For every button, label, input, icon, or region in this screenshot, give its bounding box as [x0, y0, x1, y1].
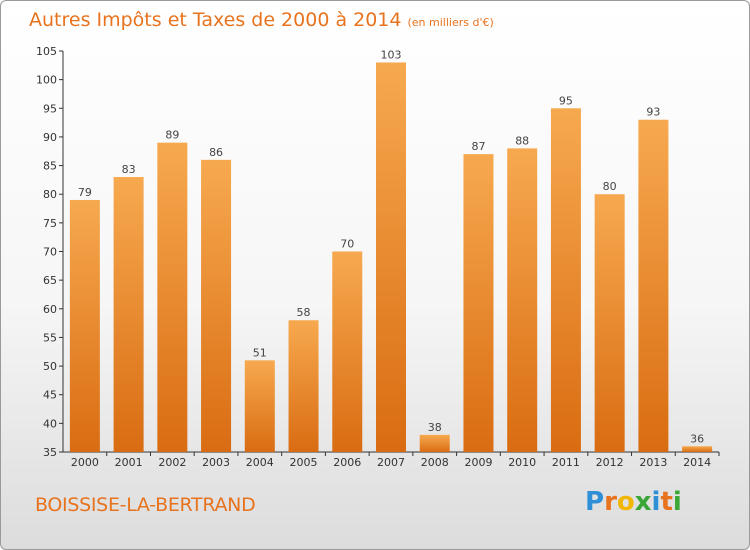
y-tick-label: 45 — [43, 389, 57, 402]
logo-letter: o — [616, 487, 635, 517]
value-label-2004: 51 — [253, 346, 267, 359]
bar-2009 — [463, 154, 494, 452]
commune-name: BOISSISE-LA-BERTRAND — [35, 494, 256, 516]
y-tick-label: 105 — [36, 45, 57, 58]
x-tick-label-2014: 2014 — [683, 456, 711, 469]
y-tick-label: 100 — [36, 74, 57, 87]
value-label-2002: 89 — [165, 129, 179, 142]
bar-2013 — [638, 119, 669, 452]
value-label-2001: 83 — [122, 163, 136, 176]
x-tick-label-2007: 2007 — [377, 456, 405, 469]
bar-2003 — [201, 159, 232, 453]
y-tick-label: 40 — [43, 417, 57, 430]
y-tick-label: 60 — [43, 303, 57, 316]
value-label-2006: 70 — [340, 238, 354, 251]
bar-2001 — [113, 177, 144, 452]
x-tick-label-2010: 2010 — [508, 456, 536, 469]
value-label-2013: 93 — [646, 106, 660, 119]
bar-2010 — [507, 148, 538, 452]
bar-2014 — [682, 446, 713, 452]
logo-letter: P — [585, 487, 605, 517]
value-label-2009: 87 — [471, 140, 485, 153]
bar-2006 — [332, 251, 363, 452]
value-label-2012: 80 — [603, 180, 617, 193]
x-tick-label-2004: 2004 — [246, 456, 274, 469]
x-tick-label-2008: 2008 — [421, 456, 449, 469]
bar-2004 — [244, 360, 275, 452]
proxiti-logo: Proxiti — [585, 487, 682, 517]
value-label-2005: 58 — [297, 306, 311, 319]
value-label-2000: 79 — [78, 186, 92, 199]
chart-unit: (en milliers d'€) — [407, 16, 494, 29]
y-tick-label: 55 — [43, 331, 57, 344]
bar-2008 — [419, 434, 450, 452]
y-tick-label: 90 — [43, 131, 57, 144]
bar-2007 — [376, 62, 406, 452]
chart-title: Autres Impôts et Taxes de 2000 à 2014 (en… — [29, 9, 494, 31]
y-tick-label: 95 — [43, 102, 57, 115]
value-label-2014: 36 — [690, 432, 704, 445]
y-tick-label: 85 — [43, 160, 57, 173]
value-label-2008: 38 — [428, 421, 442, 434]
logo-letter: i — [651, 487, 661, 517]
x-tick-label-2005: 2005 — [290, 456, 318, 469]
logo-letter: i — [672, 487, 682, 517]
x-tick-label-2013: 2013 — [639, 456, 667, 469]
x-tick-label-2000: 2000 — [71, 456, 99, 469]
x-tick-label-2006: 2006 — [333, 456, 361, 469]
value-label-2003: 86 — [209, 146, 223, 159]
x-tick-label-2001: 2001 — [115, 456, 143, 469]
x-tick-label-2012: 2012 — [596, 456, 624, 469]
logo-letter: r — [604, 487, 617, 517]
value-label-2010: 88 — [515, 134, 529, 147]
value-label-2011: 95 — [559, 94, 573, 107]
x-tick-label-2002: 2002 — [158, 456, 186, 469]
y-tick-label: 70 — [43, 246, 57, 259]
y-tick-label: 35 — [43, 446, 57, 459]
y-tick-label: 75 — [43, 217, 57, 230]
x-tick-label-2011: 2011 — [552, 456, 580, 469]
y-tick-label: 65 — [43, 274, 57, 287]
y-tick-label: 50 — [43, 360, 57, 373]
y-tick-label: 80 — [43, 188, 57, 201]
bar-2012 — [594, 194, 625, 452]
bar-2005 — [288, 320, 319, 452]
bar-2000 — [69, 199, 100, 452]
x-tick-label-2003: 2003 — [202, 456, 230, 469]
bar-2011 — [550, 108, 581, 453]
x-tick-label-2009: 2009 — [464, 456, 492, 469]
bar-2002 — [157, 142, 188, 452]
logo-letter: t — [660, 487, 673, 517]
value-label-2007: 103 — [381, 48, 402, 61]
logo-letter: x — [634, 487, 652, 517]
